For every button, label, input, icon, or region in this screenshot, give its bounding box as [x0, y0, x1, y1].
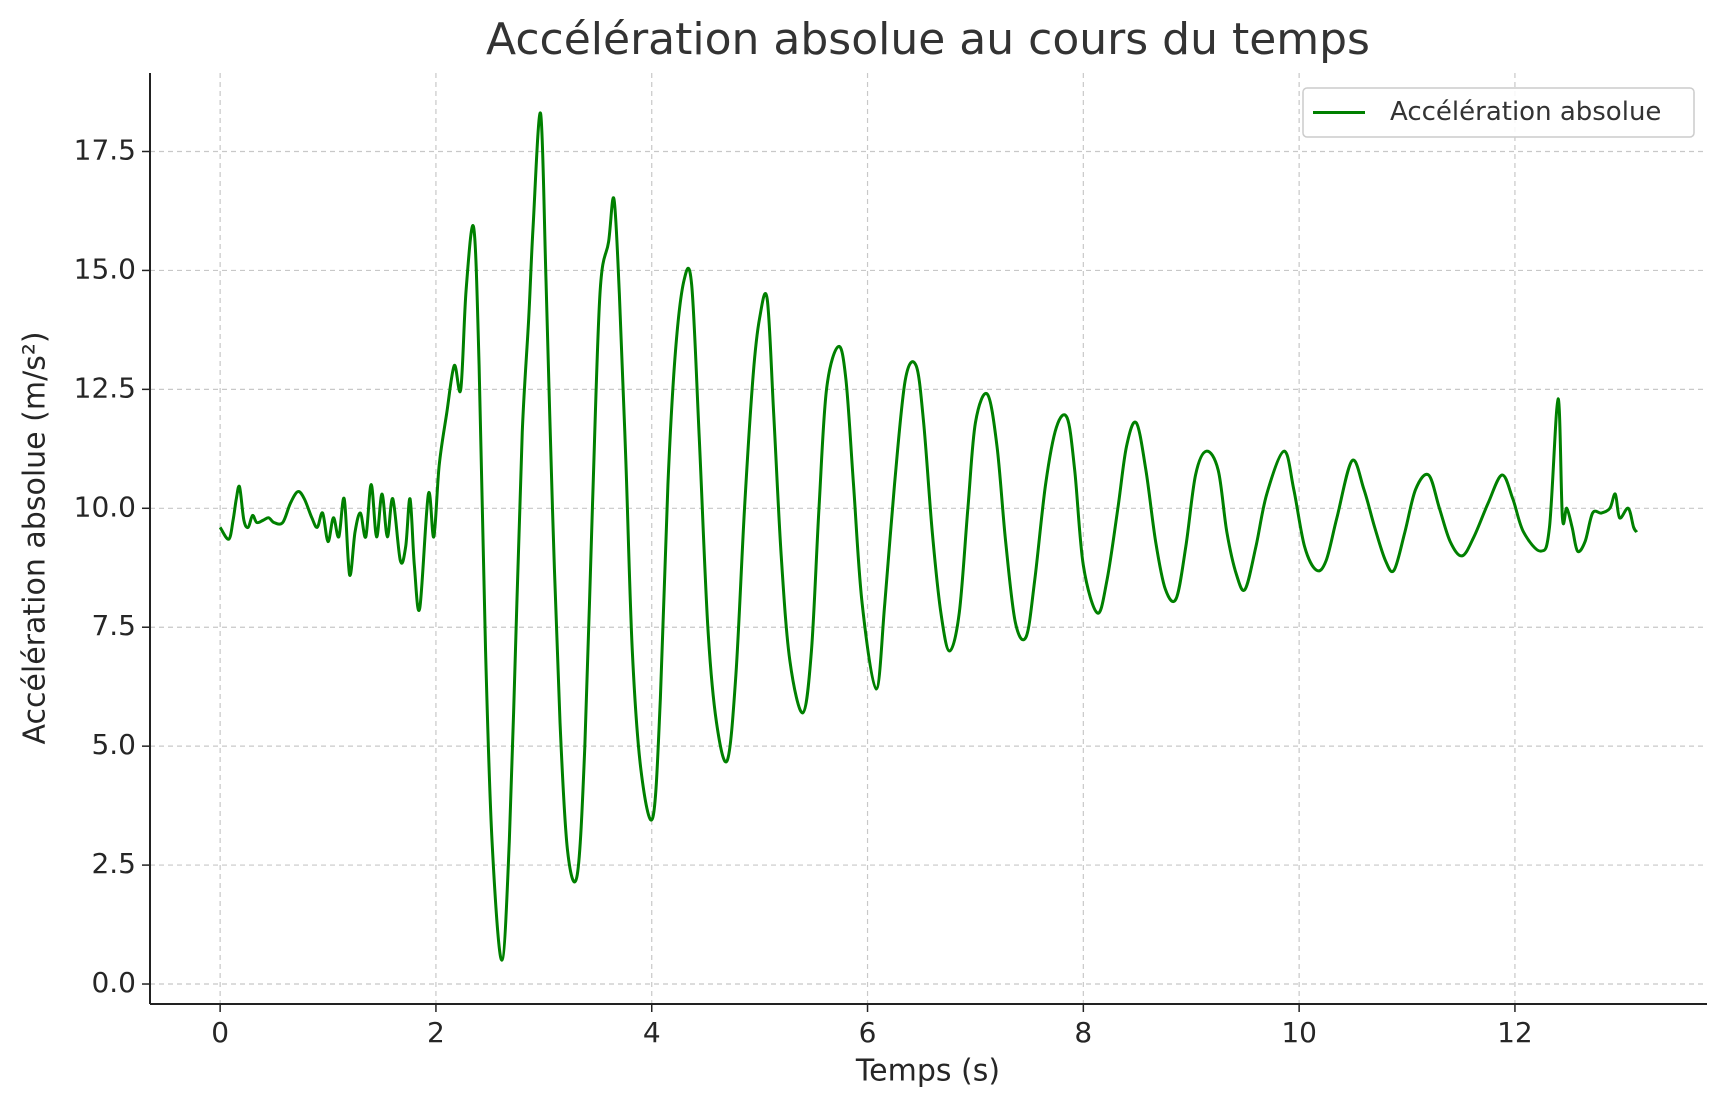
legend: [1302, 87, 1695, 138]
y-tick-label: 7.5: [91, 609, 136, 642]
y-tick-label: 2.5: [91, 847, 136, 880]
x-tick-label: 2: [427, 1016, 445, 1049]
y-tick-label: 10.0: [74, 490, 136, 523]
x-tick-label: 0: [211, 1016, 229, 1049]
y-tick-label: 17.5: [74, 133, 136, 166]
y-axis-label: Accélération absolue (m/s²): [18, 331, 53, 744]
legend-label: Accélération absolue: [1390, 97, 1661, 127]
x-axis-label: Temps (s): [855, 1054, 1000, 1089]
y-tick-label: 0.0: [91, 966, 136, 999]
y-tick-label: 15.0: [74, 252, 136, 285]
y-tick-label: 12.5: [74, 371, 136, 404]
x-tick-label: 8: [1074, 1016, 1092, 1049]
y-tick-label: 5.0: [91, 728, 136, 761]
x-tick-label: 4: [643, 1016, 661, 1049]
chart-title: Accélération absolue au cours du temps: [486, 14, 1370, 65]
x-tick-label: 12: [1497, 1016, 1533, 1049]
x-tick-label: 6: [859, 1016, 877, 1049]
data-line: [218, 111, 1639, 962]
x-tick-label: 10: [1281, 1016, 1317, 1049]
